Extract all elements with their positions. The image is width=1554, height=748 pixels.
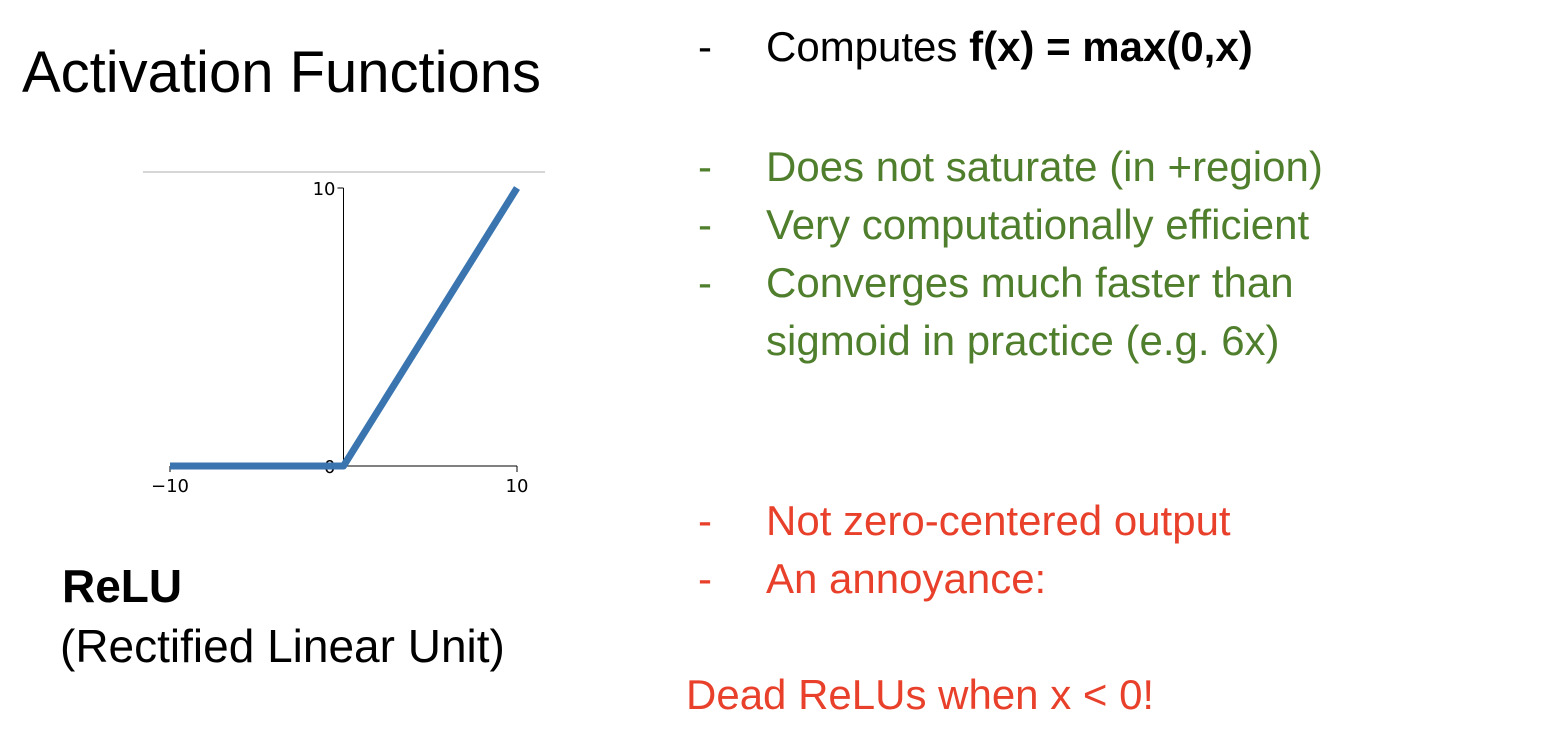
x-tick-label: 10 [506, 476, 529, 497]
formula-dash: - [698, 23, 712, 70]
pro-continuation: sigmoid in practice (e.g. 6x) [766, 317, 1280, 364]
formula-expression: f(x) = max(0,x) [969, 23, 1253, 70]
x-tick-label: −10 [151, 476, 189, 497]
y-tick-label: 10 [313, 179, 336, 200]
relu-line [170, 186, 520, 470]
function-name: ReLU [62, 560, 183, 612]
con-dash: - [698, 497, 712, 544]
pro-text: Converges much faster than [766, 259, 1294, 306]
pro-dash: - [698, 143, 712, 190]
pro-text: Very computationally efficient [766, 201, 1310, 248]
con-text: Not zero-centered output [766, 497, 1231, 544]
function-full-name: (Rectified Linear Unit) [60, 620, 505, 672]
dead-relus-note: Dead ReLUs when x < 0! [686, 671, 1155, 718]
formula-prefix: Computes [766, 23, 970, 70]
con-item: - Not zero-centered output [698, 492, 1231, 550]
pro-text: Does not saturate (in +region) [766, 143, 1323, 190]
pro-item: - Does not saturate (in +region) [698, 138, 1323, 196]
pro-item: - Converges much faster than [698, 254, 1294, 312]
formula-text: Computes f(x) = max(0,x) [766, 18, 1253, 76]
pro-dash: - [698, 259, 712, 306]
con-item: - An annoyance: [698, 550, 1046, 608]
pro-item: - Very computationally efficient [698, 196, 1309, 254]
con-text: An annoyance: [766, 555, 1047, 602]
slide-title: Activation Functions [22, 40, 542, 105]
formula-row: - Computes f(x) = max(0,x) [698, 18, 1253, 76]
con-dash: - [698, 555, 712, 602]
pro-dash: - [698, 201, 712, 248]
